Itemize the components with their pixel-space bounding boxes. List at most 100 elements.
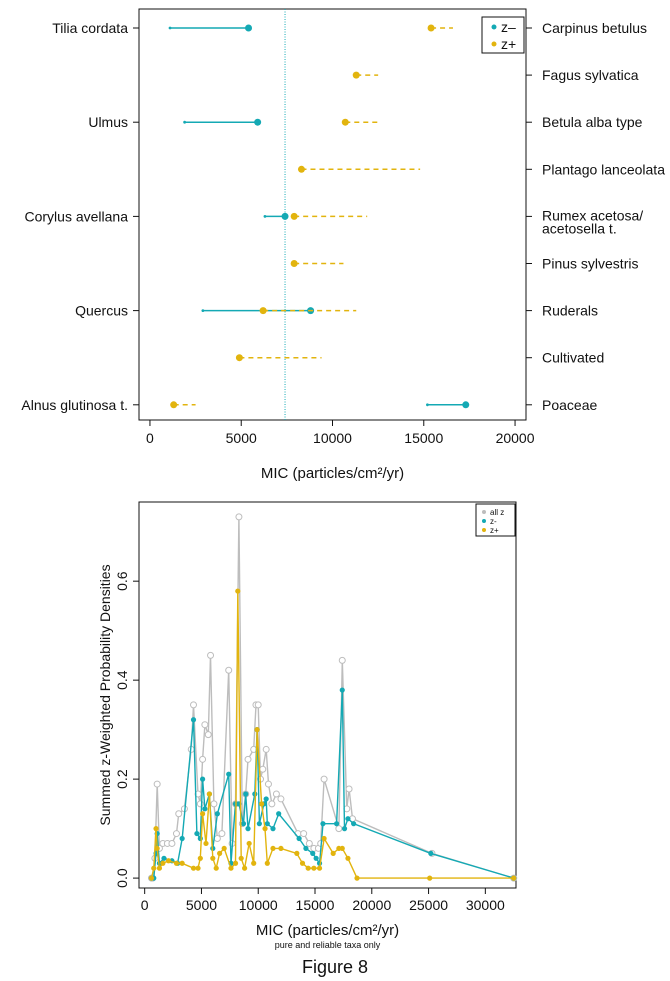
right-taxon-label: Betula alba type (542, 114, 643, 130)
data-point (511, 875, 517, 881)
left-taxon-label: Quercus (75, 303, 128, 319)
data-point (254, 727, 260, 733)
data-point (299, 860, 306, 866)
data-point (199, 811, 206, 817)
z-minus-point (245, 24, 253, 32)
y-tick-label: 0.2 (114, 769, 130, 789)
legend: all zz-z+ (475, 503, 516, 537)
x-tick-label: 10000 (239, 897, 278, 913)
x-tick-label: 0 (146, 430, 154, 446)
legend-label: all z (490, 508, 504, 517)
data-point (428, 850, 434, 856)
data-point (320, 775, 328, 783)
data-point (276, 811, 282, 817)
z-minus-end (263, 215, 267, 218)
x-tick-label: 30000 (466, 897, 505, 913)
legend-box (481, 16, 525, 54)
data-point (339, 687, 345, 693)
data-point (190, 865, 197, 871)
right-taxon-label: Cultivated (542, 350, 604, 366)
data-point (153, 826, 159, 832)
data-point (221, 845, 227, 852)
data-point (156, 865, 163, 871)
data-point (311, 865, 317, 871)
legend-z-minus-label: z– (501, 19, 516, 35)
data-point (197, 835, 203, 842)
x-tick-label: 10000 (313, 430, 352, 446)
data-point (345, 816, 351, 822)
x-tick-label: 15000 (404, 430, 443, 446)
x-tick-label: 25000 (409, 897, 448, 913)
data-point (316, 865, 323, 871)
data-point (226, 771, 232, 777)
data-point (160, 860, 166, 866)
data-point (305, 839, 313, 847)
data-point (242, 865, 248, 871)
data-point (190, 701, 198, 709)
data-point (341, 826, 348, 832)
data-point (151, 865, 157, 871)
data-point (228, 865, 234, 871)
data-point (161, 855, 167, 861)
data-point (268, 800, 276, 808)
right-taxon-label: Ruderals (542, 303, 598, 319)
legend-z-minus-marker (491, 24, 497, 30)
data-point (303, 845, 309, 852)
right-taxon-label: Plantago lanceolata (542, 161, 665, 177)
z-minus-end (426, 403, 429, 407)
data-point (246, 840, 252, 847)
data-point (354, 875, 360, 881)
right-taxon-label: Poaceae (542, 397, 597, 413)
z-minus-end (201, 309, 205, 312)
data-point (263, 796, 269, 802)
data-point (153, 780, 161, 788)
data-point (235, 588, 241, 594)
data-point (262, 826, 268, 832)
data-point (235, 513, 243, 521)
data-point (175, 810, 183, 818)
data-point (190, 717, 197, 723)
x-axis-label: MIC (particles/cm²/yr) (261, 465, 404, 482)
data-point (339, 845, 345, 852)
left-taxon-label: Tilia cordata (52, 20, 128, 36)
legend-marker (482, 528, 486, 532)
data-point (264, 860, 270, 866)
plot-frame (138, 8, 527, 421)
legend-z-plus-marker (491, 41, 497, 47)
y-axis-label: Summed z-Weighted Probability Densities (97, 564, 113, 825)
left-taxon-label: Corylus avellana (25, 208, 129, 224)
data-point (240, 821, 247, 827)
data-point (277, 795, 285, 803)
data-point (225, 666, 233, 674)
data-point (245, 826, 251, 832)
data-point (232, 860, 239, 866)
data-point (173, 860, 180, 866)
data-point (201, 721, 209, 729)
x-tick-label: 15000 (296, 897, 335, 913)
summed-density-chart: 0 5000 10000 15000 20000 25000 30000 0.0 0.2 0.4 0… (97, 501, 518, 950)
data-point (172, 830, 180, 838)
data-point (272, 790, 280, 798)
data-point (310, 850, 316, 856)
figure-caption: Figure 8 (301, 957, 369, 977)
y-tick-label: 0.0 (114, 868, 130, 888)
z-plus-point (235, 354, 243, 362)
data-point (259, 765, 267, 773)
data-point (210, 855, 216, 861)
x-tick-label: 20000 (496, 430, 535, 446)
legend-label: z- (490, 517, 497, 526)
data-point (195, 865, 201, 871)
data-point (207, 651, 215, 659)
z-plus-point (259, 307, 267, 315)
y-tick-label: 0.6 (114, 571, 130, 591)
x-tick-label: 5000 (226, 430, 257, 446)
right-taxon-label: Fagus sylvatica (542, 67, 639, 83)
data-point (148, 875, 155, 881)
data-point (213, 835, 221, 843)
data-point (168, 839, 176, 847)
data-point (294, 850, 300, 856)
x-tick-label: 20000 (352, 897, 391, 913)
z-plus-point (290, 260, 298, 267)
data-point (197, 855, 203, 861)
